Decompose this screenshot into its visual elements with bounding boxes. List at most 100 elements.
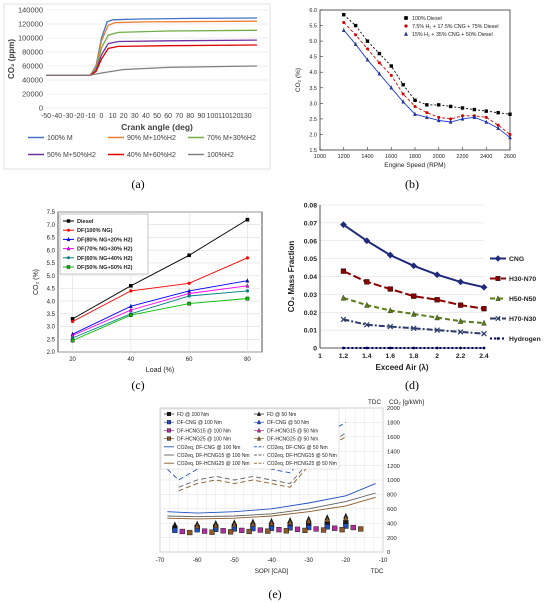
x-tick-label: 20 <box>69 357 76 363</box>
x-tick-label: -20 <box>341 558 350 564</box>
data-point-h30-n70 <box>340 268 347 274</box>
legend-marker-df-hcng15-100-nm <box>166 428 171 433</box>
data-point-cng <box>363 237 371 245</box>
data-point-df-100-ng <box>245 256 250 260</box>
y-tick-label: 2.0 <box>309 132 317 138</box>
data-point-df-60-ng-40-h2 <box>245 289 250 293</box>
legend-box-e <box>160 408 340 470</box>
legend-label-df-hcng15-50-nm: DF-HCNG15 @ 50 Nm <box>267 428 318 434</box>
data-point-df-hcng25-100-nm <box>339 527 345 533</box>
legend-marker-df-cng-50-nm <box>256 419 262 425</box>
legend-label-cng: CNG <box>509 256 524 263</box>
data-point-df-hcng25-100-nm <box>302 527 308 534</box>
y-tick-label: 0 <box>39 104 43 113</box>
data-point-df-hcng25-50-nm <box>324 516 330 523</box>
data-point-df-hcng15-100-nm <box>276 527 282 533</box>
data-point-df-hcng15-100-nm <box>332 525 338 531</box>
data-point-df-100-ng <box>70 319 75 324</box>
data-point-100-diesel <box>496 110 500 115</box>
series-line-df-50-ng-50-h2 <box>72 298 248 341</box>
data-point-7-5-h-17-5-cng-75-diesel <box>496 123 500 127</box>
y-tick-label: 0.01 <box>304 328 317 335</box>
plot-frame-b <box>319 9 511 151</box>
x-tick-label: 1800 <box>409 154 421 160</box>
legend-marker-15-h-35-cng-50-diesel <box>404 31 408 36</box>
y-tick-label: 7.5 <box>47 210 56 216</box>
y-tick-label: 40000 <box>22 76 43 85</box>
legend-marker-df-80-ng-20-h2 <box>66 237 71 242</box>
x-tick-label: 130 <box>240 113 252 120</box>
legend-label-co2eq-df-hcng25-50-nm: CO2eq, DF-HCNG25 @ 50 Nm <box>267 461 337 467</box>
data-point-7-5-h-17-5-cng-75-diesel <box>401 92 405 96</box>
data-point-cng <box>433 271 441 279</box>
legend-label-h30-n70: H30-N70 <box>509 276 536 283</box>
x-tick-label: -20 <box>74 113 84 120</box>
data-point-h30-n70 <box>481 306 487 312</box>
y-tick-label: 2.0 <box>47 350 56 356</box>
legend-marker-h50-n50 <box>495 295 501 301</box>
x-axis-label: SOPI [CAD] <box>255 568 289 575</box>
data-point-100-diesel <box>389 64 393 68</box>
data-point-df-100-ng <box>187 281 191 285</box>
data-point-hydrogen <box>388 346 392 350</box>
y-tick-label: 0.06 <box>304 238 317 245</box>
x-tick-label: 50 <box>153 113 161 120</box>
x-tick-label: 10 <box>109 113 117 120</box>
x-tick-label: 40 <box>142 113 150 120</box>
legend-label-40-m-60-h2: 40% M+60%H2 <box>127 152 176 159</box>
legend-label-100-h2: 100%H2 <box>207 152 234 159</box>
co2eq-line-co2eq-df-hcng25-100-nm <box>167 496 376 520</box>
y-tick-label: 1.5 <box>309 148 317 154</box>
y-axis-label: CO₂ (%) <box>295 68 302 92</box>
data-point-df-100-ng <box>129 289 133 293</box>
data-point-h30-n70 <box>434 297 440 303</box>
legend-marker-fd-100-nm <box>166 412 171 417</box>
y-tick-label: 4.5 <box>47 287 56 293</box>
data-point-cng <box>410 262 418 270</box>
legend-marker-df-cng-100-nm <box>166 420 171 425</box>
series-line-100-h2 <box>46 65 257 76</box>
data-point-df-hcng15-100-nm <box>313 526 319 532</box>
x-tick-label: 1.4 <box>362 353 372 360</box>
legend-label-70-m-30-h2: 70% M+30%H2 <box>207 135 256 142</box>
x-tick-label: 2 <box>435 353 439 360</box>
legend-label-15-h-35-cng-50-diesel: 15% H₂ + 35% CNG + 50% Diesel <box>412 32 493 38</box>
data-point-diesel <box>187 253 191 258</box>
x-tick-label: 0 <box>100 113 104 120</box>
data-point-h30-n70 <box>387 286 393 292</box>
y-tick-label: 140000 <box>18 6 43 15</box>
x-axis-label: Exceed Air (λ) <box>375 363 428 372</box>
co2eq-line-co2eq-df-cng-100-nm <box>167 483 376 514</box>
data-point-7-5-h-17-5-cng-75-diesel <box>461 114 464 118</box>
caption-c: (c) <box>131 378 144 392</box>
legend-label-fd-100-nm: FD @ 100 Nm <box>177 412 209 418</box>
legend-marker-df-100-ng <box>67 228 70 232</box>
data-point-100-diesel <box>508 112 512 116</box>
series-line-h50-n50 <box>343 296 485 324</box>
data-point-df-hcng15-100-nm <box>220 528 226 534</box>
legend-label-co2eq-df-cng-50-nm: CO2eq, DF-CNG @ 50 Nm <box>267 445 328 451</box>
legend-marker-df-60-ng-40-h2 <box>67 256 70 260</box>
data-point-7-5-h-17-5-cng-75-diesel <box>377 61 381 65</box>
data-point-hydrogen <box>412 346 416 350</box>
legend-box-c <box>59 213 149 275</box>
data-point-hydrogen <box>435 346 439 350</box>
x-tick-label: 40 <box>128 357 135 363</box>
data-point-7-5-h-17-5-cng-75-diesel <box>366 47 369 51</box>
data-point-df-hcng25-100-nm <box>320 527 327 533</box>
y-tick-label: 0.02 <box>304 310 317 317</box>
panel-a-chart: 0 20000 40000 60000 80000 100000 120000 140000 -… <box>3 3 271 170</box>
legend-marker-cng <box>494 255 502 262</box>
x-tick-label: 90 <box>198 113 206 120</box>
data-point-h50-n50 <box>457 317 464 324</box>
y-tick-label: 5.5 <box>309 24 317 30</box>
x-tick-label: 1600 <box>385 154 397 160</box>
data-point-h70-n30 <box>410 325 417 332</box>
legend-marker-df-hcng15-50-nm <box>256 427 262 433</box>
legend-marker-fd-50-nm <box>256 411 262 416</box>
y-tick-label: 2.5 <box>47 337 56 343</box>
x-tick-label: 80 <box>244 357 251 363</box>
legend-label-hydrogen: Hydrogen <box>509 336 541 343</box>
data-point-100-diesel <box>413 98 417 102</box>
